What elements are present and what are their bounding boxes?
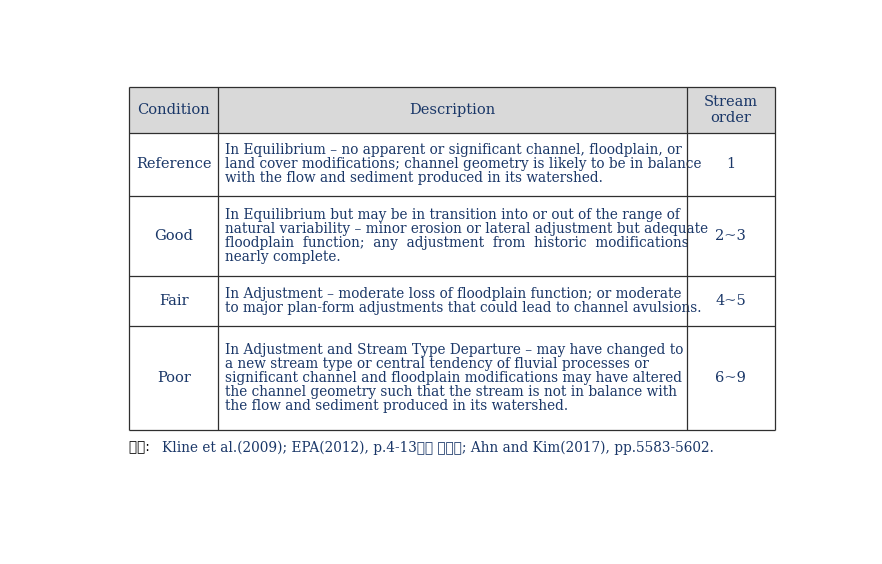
Text: 자료:: 자료: <box>130 440 154 455</box>
Text: Condition: Condition <box>138 103 210 117</box>
Text: floodplain  function;  any  adjustment  from  historic  modifications: floodplain function; any adjustment from… <box>225 236 689 250</box>
Text: Poor: Poor <box>157 371 191 385</box>
Bar <box>130 326 774 430</box>
Text: Kline et al.(2009); EPA(2012), p.4-13에서 재인용; Ahn and Kim(2017), pp.5583-5602.: Kline et al.(2009); EPA(2012), p.4-13에서 … <box>162 440 714 455</box>
Text: Good: Good <box>154 229 193 243</box>
Text: Fair: Fair <box>159 294 189 308</box>
Text: natural variability – minor erosion or lateral adjustment but adequate: natural variability – minor erosion or l… <box>225 222 708 236</box>
Text: 4~5: 4~5 <box>715 294 746 308</box>
Bar <box>130 87 774 133</box>
Text: Stream
order: Stream order <box>704 95 758 125</box>
Text: with the flow and sediment produced in its watershed.: with the flow and sediment produced in i… <box>225 171 603 186</box>
Text: land cover modifications; channel geometry is likely to be in balance: land cover modifications; channel geomet… <box>225 157 702 171</box>
Bar <box>130 133 774 196</box>
Text: 1: 1 <box>726 157 736 171</box>
Text: Description: Description <box>409 103 496 117</box>
Text: Reference: Reference <box>136 157 212 171</box>
Text: In Equilibrium – no apparent or significant channel, floodplain, or: In Equilibrium – no apparent or signific… <box>225 143 682 157</box>
Text: a new stream type or central tendency of fluvial processes or: a new stream type or central tendency of… <box>225 357 649 371</box>
Text: nearly complete.: nearly complete. <box>225 250 341 264</box>
Text: the flow and sediment produced in its watershed.: the flow and sediment produced in its wa… <box>225 399 568 413</box>
Text: In Equilibrium but may be in transition into or out of the range of: In Equilibrium but may be in transition … <box>225 208 680 222</box>
Text: the channel geometry such that the stream is not in balance with: the channel geometry such that the strea… <box>225 385 677 399</box>
Text: 2~3: 2~3 <box>715 229 746 243</box>
Text: In Adjustment and Stream Type Departure – may have changed to: In Adjustment and Stream Type Departure … <box>225 343 684 357</box>
Text: significant channel and floodplain modifications may have altered: significant channel and floodplain modif… <box>225 371 683 385</box>
Text: In Adjustment – moderate loss of floodplain function; or moderate: In Adjustment – moderate loss of floodpl… <box>225 287 682 301</box>
Text: to major plan-form adjustments that could lead to channel avulsions.: to major plan-form adjustments that coul… <box>225 301 702 315</box>
Bar <box>130 196 774 276</box>
Text: 6~9: 6~9 <box>715 371 746 385</box>
Bar <box>130 276 774 326</box>
